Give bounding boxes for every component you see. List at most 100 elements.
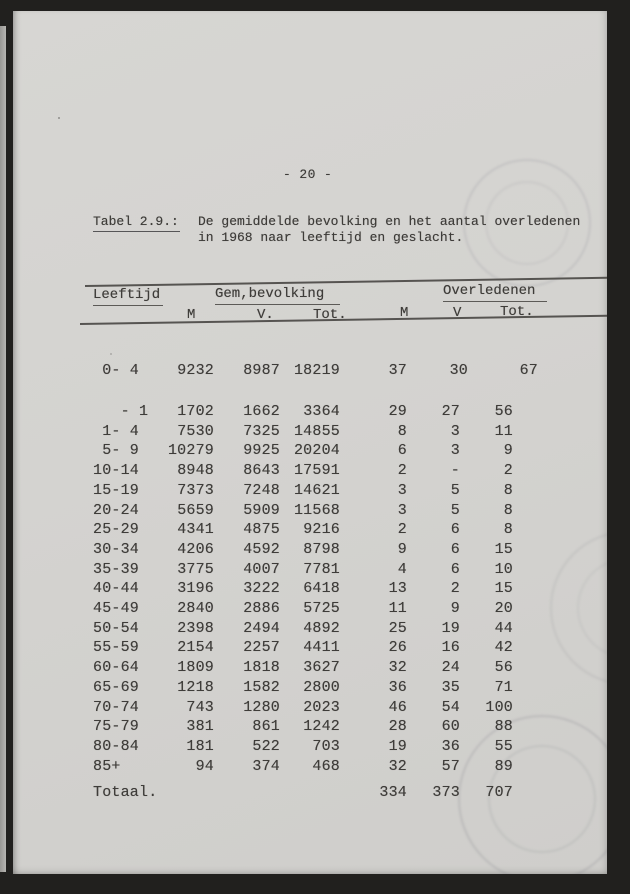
cell-age: 85+: [93, 757, 121, 775]
table-row: - 1 1702 1662 3364 29 27 56: [13, 404, 607, 420]
cell-overledenen-tot: 8: [503, 481, 513, 499]
cell-bevolking-m: 4206: [177, 540, 214, 558]
cell-overledenen-m: 11: [388, 600, 407, 617]
cell-age: 25-29: [93, 521, 140, 539]
cell-bevolking-tot: 2023: [303, 698, 340, 716]
cell-bevolking-m: 2840: [177, 600, 214, 617]
cell-overledenen-v: 3: [450, 422, 460, 440]
cell-bevolking-tot: 1242: [303, 718, 340, 736]
cell-age: 75-79: [93, 718, 140, 736]
cell-bevolking-tot: 14855: [293, 422, 340, 440]
table-row: 50-54 2398 2494 4892 25 19 44: [13, 619, 607, 637]
cell-overledenen-m: 32: [388, 757, 407, 775]
cell-overledenen-tot: 56: [494, 403, 513, 420]
cell-bevolking-m: 7530: [177, 422, 214, 440]
cell-overledenen-m: 25: [388, 619, 407, 637]
cell-bevolking-v: 1280: [243, 698, 280, 716]
cell-age: 50-54: [93, 619, 140, 637]
cell-overledenen-m: 37: [388, 362, 407, 379]
cell-bevolking-tot: 8798: [303, 540, 340, 558]
table-row: 10-14 8948 8643 17591 2 - 2: [13, 463, 607, 479]
table-row: 85+ 94 374 468 32 57 89: [13, 757, 607, 775]
table-title-line1: De gemiddelde bevolking en het aantal ov…: [198, 214, 581, 229]
cell-age: 80-84: [93, 737, 140, 755]
cell-overledenen-tot: 100: [485, 698, 513, 716]
subheader-overledenen-m: M: [400, 305, 409, 321]
cell-bevolking-tot: 468: [312, 757, 340, 775]
cell-overledenen-m: 8: [397, 422, 407, 440]
cell-overledenen-v: 60: [441, 718, 460, 736]
cell-overledenen-m: 32: [388, 659, 407, 677]
table-row: 15-19 7373 7248 14621 3 5 8: [13, 481, 607, 499]
totals-overledenen-v: 373: [432, 784, 460, 801]
cell-bevolking-m: 3196: [177, 580, 214, 598]
totals-label: Totaal.: [93, 784, 158, 801]
cell-bevolking-m: 1218: [177, 678, 214, 696]
cell-overledenen-tot: 67: [519, 362, 538, 379]
cell-overledenen-v: 6: [450, 560, 460, 578]
table-row: 30-34 4206 4592 8798 9 6 15: [13, 540, 607, 558]
cell-overledenen-tot: 8: [503, 521, 513, 539]
table-row: 1- 4 7530 7325 14855 8 3 11: [13, 422, 607, 440]
cell-overledenen-m: 9: [397, 540, 407, 558]
cell-overledenen-m: 36: [388, 678, 407, 696]
totals-overledenen-m: 334: [379, 784, 407, 801]
cell-overledenen-m: 26: [388, 639, 407, 657]
cell-age: 10-14: [93, 462, 140, 480]
cell-bevolking-m: 4341: [177, 521, 214, 539]
cell-age: 0- 4: [93, 362, 140, 379]
cell-bevolking-v: 1662: [243, 403, 280, 420]
cell-age: 60-64: [93, 659, 140, 677]
cell-bevolking-v: 4875: [243, 521, 280, 539]
table-row: 75-79 381 861 1242 28 60 88: [13, 719, 607, 735]
cell-overledenen-m: 13: [388, 580, 407, 598]
cell-overledenen-tot: 89: [494, 757, 513, 775]
cell-overledenen-v: 5: [450, 501, 460, 519]
cell-bevolking-tot: 5725: [303, 600, 340, 617]
cell-overledenen-v: 2: [450, 580, 460, 598]
cell-bevolking-tot: 4892: [303, 619, 340, 637]
subheader-overledenen-v: V: [453, 305, 462, 321]
table-row: 60-64 1809 1818 3627 32 24 56: [13, 660, 607, 676]
cell-bevolking-v: 7325: [243, 422, 280, 440]
cell-bevolking-tot: 20204: [293, 442, 340, 460]
table-row: 25-29 4341 4875 9216 2 6 8: [13, 522, 607, 538]
cell-bevolking-v: 8987: [243, 362, 280, 379]
cell-overledenen-tot: 42: [494, 639, 513, 657]
page-number: - 20 -: [283, 167, 333, 182]
cell-overledenen-tot: 56: [494, 659, 513, 677]
cell-age: 45-49: [93, 600, 140, 617]
cell-overledenen-tot: 10: [494, 560, 513, 578]
cell-bevolking-v: 861: [252, 718, 280, 736]
cell-age: 15-19: [93, 481, 140, 499]
cell-overledenen-tot: 15: [494, 540, 513, 558]
cell-bevolking-tot: 14621: [293, 481, 340, 499]
cell-bevolking-v: 4007: [243, 560, 280, 578]
column-group-overledenen: Overledenen: [443, 283, 548, 302]
cell-bevolking-tot: 9216: [303, 521, 340, 539]
cell-bevolking-m: 381: [186, 718, 214, 736]
cell-bevolking-m: 2154: [177, 639, 214, 657]
table-row: 35-39 3775 4007 7781 4 6 10: [13, 560, 607, 578]
cell-bevolking-m: 7373: [177, 481, 214, 499]
cell-overledenen-m: 19: [388, 737, 407, 755]
cell-bevolking-tot: 11568: [293, 501, 340, 519]
cell-overledenen-v: 16: [441, 639, 460, 657]
cell-overledenen-v: 6: [450, 521, 460, 539]
cell-age: 35-39: [93, 560, 140, 578]
cell-age: 30-34: [93, 540, 140, 558]
cell-bevolking-v: 2886: [243, 600, 280, 617]
cell-bevolking-v: 9925: [243, 442, 280, 460]
cell-age: 1- 4: [93, 422, 140, 440]
cell-bevolking-m: 3775: [177, 560, 214, 578]
book-page: - 20 - Tabel 2.9.: De gemiddelde bevolki…: [13, 11, 607, 874]
cell-overledenen-tot: 71: [494, 678, 513, 696]
cell-overledenen-v: 3: [450, 442, 460, 460]
cell-age: - 1: [93, 403, 149, 420]
cell-overledenen-m: 2: [397, 462, 407, 480]
cell-overledenen-tot: 20: [494, 600, 513, 617]
column-group-leeftijd: Leeftijd: [93, 287, 164, 306]
cell-bevolking-m: 743: [186, 698, 214, 716]
cell-overledenen-tot: 11: [494, 422, 513, 440]
cell-age: 40-44: [93, 580, 140, 598]
